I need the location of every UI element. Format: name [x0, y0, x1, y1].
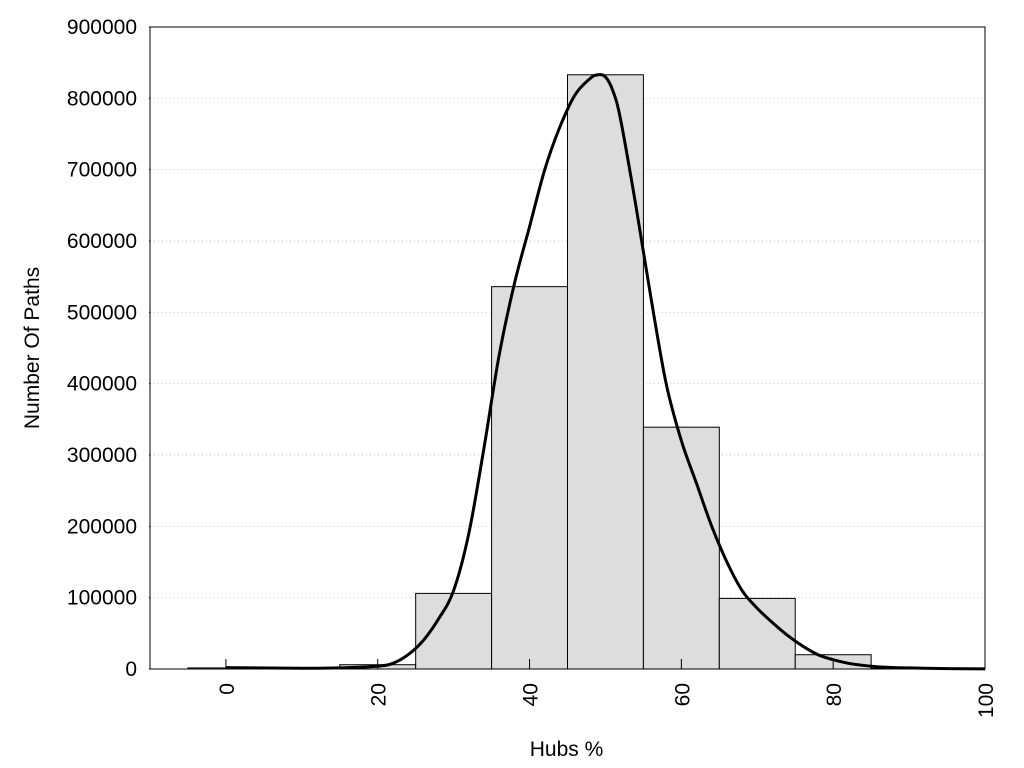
density-curve [225, 73, 986, 671]
y-tick-label: 900000 [67, 16, 137, 39]
x-axis-ticks: 0 20 40 60 80 100 [216, 659, 998, 718]
y-tick-label: 400000 [67, 373, 137, 396]
plot-frame [149, 26, 986, 670]
y-tick-label: 800000 [67, 87, 137, 110]
x-tick-label: 40 [520, 683, 543, 706]
y-tick-label: 700000 [67, 159, 137, 182]
histogram-bar [415, 592, 493, 670]
histogram-bar [491, 286, 568, 670]
x-tick-label: 100 [975, 683, 998, 718]
y-tick-label: 600000 [67, 230, 137, 253]
y-axis-ticks: 0 100000 200000 300000 400000 500000 600000 700… [67, 16, 150, 681]
x-tick-label: 80 [823, 683, 846, 706]
x-tick-label: 20 [368, 683, 391, 706]
y-tick-label: 100000 [67, 587, 137, 610]
density-curve-layer [225, 73, 986, 671]
y-tick-label: 0 [125, 658, 137, 681]
histogram-bar [642, 426, 720, 670]
x-axis-title: Hubs % [530, 738, 604, 761]
x-tick-label: 60 [671, 683, 694, 706]
histogram-bars [187, 74, 948, 670]
x-tick-label: 0 [216, 683, 239, 695]
histogram-bar [567, 74, 644, 670]
y-axis-title: Number Of Paths [21, 267, 44, 429]
y-tick-label: 500000 [67, 301, 137, 324]
y-tick-label: 200000 [67, 515, 137, 538]
y-tick-label: 300000 [67, 444, 137, 467]
